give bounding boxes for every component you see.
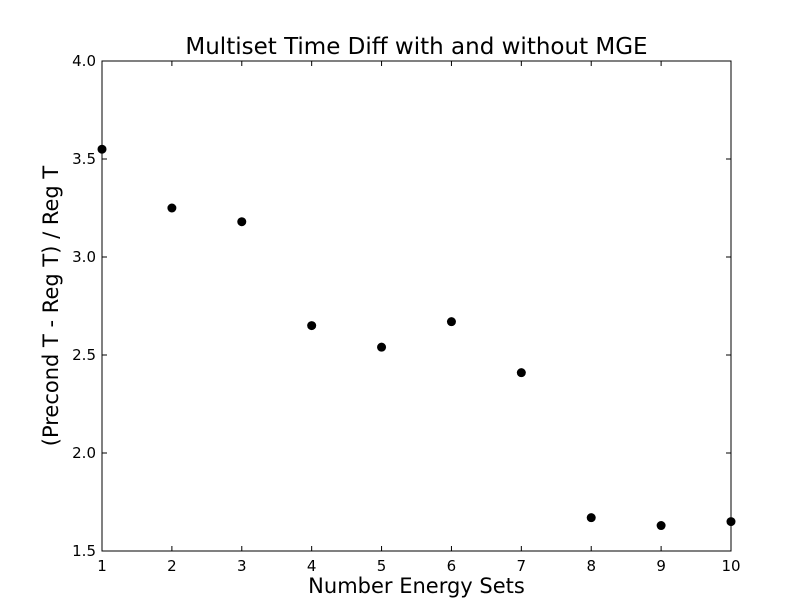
data-point xyxy=(237,217,247,227)
plot-frame xyxy=(101,60,732,552)
y-tick-label: 2.0 xyxy=(72,444,96,462)
x-tick-label: 6 xyxy=(447,557,457,575)
x-tick-label: 7 xyxy=(517,557,527,575)
chart-title: Multiset Time Diff with and without MGE xyxy=(185,34,647,60)
y-tick-label: 4.0 xyxy=(72,52,96,70)
x-axis-label: Number Energy Sets xyxy=(308,574,525,598)
data-point xyxy=(307,321,317,331)
x-tick-label: 9 xyxy=(656,557,666,575)
x-tick-label: 2 xyxy=(167,557,177,575)
x-tick-label: 1 xyxy=(97,557,107,575)
y-axis-label: (Precond T - Reg T) / Reg T xyxy=(39,166,63,447)
y-tick-label: 3.5 xyxy=(72,150,96,168)
plot-area: 1 2 3 4 5 6 7 8 9 10 1.5 2.0 2.5 3.0 3.5 4.0 xyxy=(72,52,740,575)
x-tick-label: 8 xyxy=(586,557,596,575)
data-point xyxy=(167,203,177,213)
data-point xyxy=(377,342,387,352)
x-tick-label: 4 xyxy=(307,557,317,575)
x-tick-label: 5 xyxy=(377,557,387,575)
y-tick-label: 3.0 xyxy=(72,248,96,266)
y-tick-label: 2.5 xyxy=(72,346,96,364)
x-tick-label: 3 xyxy=(237,557,247,575)
data-point xyxy=(446,317,456,327)
data-point xyxy=(726,517,736,527)
x-tick-label: 10 xyxy=(721,557,740,575)
data-point xyxy=(586,513,596,523)
data-point xyxy=(656,521,666,531)
data-point xyxy=(516,368,526,378)
y-tick-label: 1.5 xyxy=(72,542,96,560)
data-point xyxy=(97,144,107,154)
